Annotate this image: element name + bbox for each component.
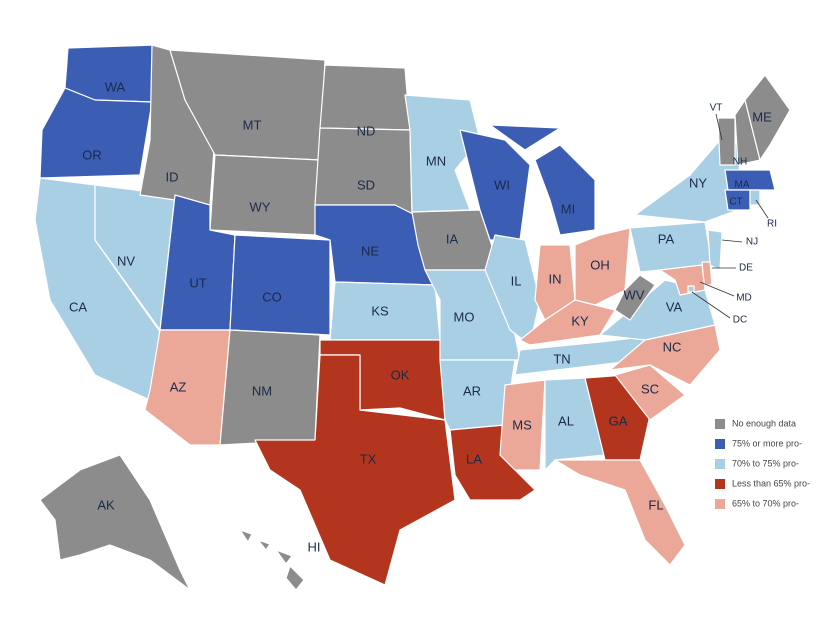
state-label: AK [97, 497, 115, 512]
leader-line [715, 113, 723, 141]
state-label: MT [243, 117, 262, 132]
state-label: MS [512, 417, 532, 432]
state-shape [209, 154, 321, 236]
state-shape [534, 144, 596, 236]
state-label: NH [733, 157, 747, 168]
state-label: NJ [746, 237, 758, 248]
state-label: NY [689, 175, 707, 190]
state-label: TX [360, 451, 377, 466]
state-label: NM [252, 383, 272, 398]
state-label: MN [426, 153, 446, 168]
state-label: HI [308, 539, 321, 554]
legend-label: 70% to 75% pro- [732, 458, 799, 468]
state-label: GA [609, 413, 628, 428]
state-label: RI [767, 219, 777, 230]
state-shape [687, 285, 695, 293]
state-labels: WA OR CA NV ID MT WY UT AZ CO NM ND SD NE KS OK TX MN IA MO… [69, 79, 777, 554]
leader-line [699, 281, 735, 297]
legend-label: Less than 65% pro- [732, 478, 810, 488]
state-label: SD [357, 177, 375, 192]
state-label: AZ [170, 379, 187, 394]
state-shape [499, 379, 546, 471]
state-label: SC [641, 381, 659, 396]
state-shape [519, 299, 616, 346]
state-shape [275, 549, 293, 565]
state-shape [39, 454, 191, 591]
state-label: WA [105, 79, 126, 94]
state-label: WY [250, 199, 271, 214]
state-label: UT [189, 275, 206, 290]
state-shape [744, 74, 791, 161]
legend-label: 75% or more pro- [732, 438, 802, 448]
legend-swatch [715, 479, 725, 489]
state-label: OR [82, 147, 102, 162]
legend: No enough data 75% or more pro- 70% to 75%… [715, 418, 810, 509]
state-shape [144, 329, 231, 446]
state-label: ND [357, 123, 376, 138]
state-shape [614, 274, 656, 321]
state-shape [285, 565, 305, 591]
state-shape [489, 124, 561, 151]
state-shape [314, 127, 413, 216]
state-label: MI [561, 201, 575, 216]
legend-label: 65% to 70% pro- [732, 498, 799, 508]
state-label: CT [729, 197, 742, 208]
state-label: CO [262, 289, 282, 304]
state-shape [614, 364, 686, 421]
state-shape [239, 529, 253, 543]
state-shape [749, 189, 761, 206]
state-label: NC [663, 339, 682, 354]
legend-swatch [715, 459, 725, 469]
state-shape [724, 169, 776, 191]
state-label: MO [454, 309, 475, 324]
state-label: OK [391, 367, 410, 382]
state-label: OH [590, 257, 610, 272]
state-shape [254, 354, 456, 586]
state-label: IA [446, 231, 459, 246]
state-label: KY [571, 313, 589, 328]
state-label: NV [117, 253, 135, 268]
state-shape [629, 221, 713, 273]
state-label: IN [549, 271, 562, 286]
state-shape [707, 229, 723, 271]
state-label: DE [739, 263, 753, 274]
leader-line [755, 199, 769, 219]
state-label: VA [666, 299, 683, 314]
state-shapes [34, 44, 791, 591]
state-label: FL [648, 497, 663, 512]
legend-swatch [715, 499, 725, 509]
state-label: AR [463, 383, 481, 398]
state-label: AL [558, 413, 574, 428]
state-shape [257, 539, 271, 551]
state-shape [229, 234, 331, 336]
state-label: KS [371, 303, 389, 318]
legend-swatch [715, 419, 725, 429]
state-label: LA [466, 451, 482, 466]
state-shape [39, 87, 153, 179]
state-label: WV [624, 287, 645, 302]
state-shape [319, 64, 411, 131]
state-shape [404, 94, 481, 213]
state-label: WI [494, 177, 510, 192]
legend-swatch [715, 439, 725, 449]
state-label: ME [752, 109, 772, 124]
state-label: PA [658, 231, 675, 246]
leader-line [691, 291, 731, 319]
state-label: CA [69, 299, 87, 314]
state-label: MA [735, 180, 750, 191]
state-shape [717, 117, 736, 166]
legend-label: No enough data [732, 418, 796, 428]
state-label: VT [710, 103, 723, 114]
state-label: NE [361, 243, 379, 258]
state-label: IL [511, 273, 522, 288]
state-label: MD [736, 293, 752, 304]
state-label: TN [553, 351, 570, 366]
state-shape [554, 459, 686, 566]
state-shape [724, 189, 751, 211]
state-label: DC [733, 315, 747, 326]
leader-line [721, 239, 743, 243]
state-label: ID [166, 169, 179, 184]
